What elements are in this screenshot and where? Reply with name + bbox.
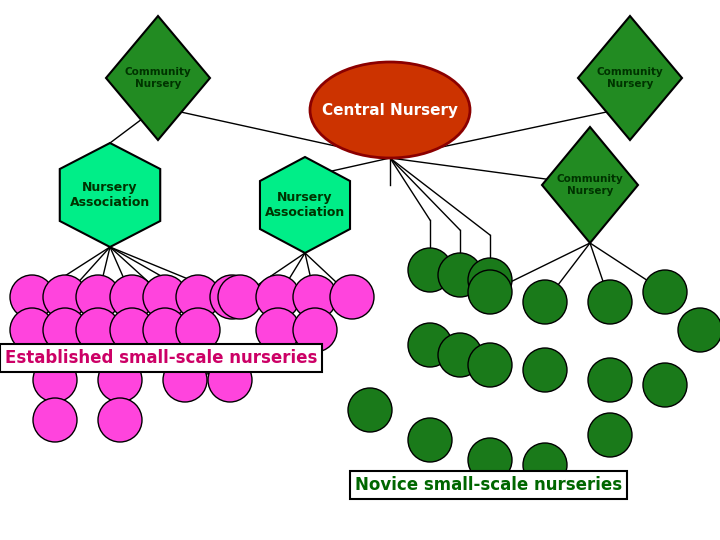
Ellipse shape — [588, 280, 632, 324]
Ellipse shape — [408, 323, 452, 367]
Ellipse shape — [176, 275, 220, 319]
Ellipse shape — [523, 348, 567, 392]
Ellipse shape — [110, 275, 154, 319]
Ellipse shape — [98, 358, 142, 402]
Ellipse shape — [348, 388, 392, 432]
Ellipse shape — [210, 275, 254, 319]
Ellipse shape — [43, 275, 87, 319]
Ellipse shape — [588, 413, 632, 457]
Ellipse shape — [408, 248, 452, 292]
Ellipse shape — [33, 358, 77, 402]
Ellipse shape — [98, 398, 142, 442]
Ellipse shape — [330, 275, 374, 319]
Ellipse shape — [76, 275, 120, 319]
Polygon shape — [60, 143, 161, 247]
Ellipse shape — [208, 358, 252, 402]
Ellipse shape — [310, 62, 470, 158]
Ellipse shape — [643, 363, 687, 407]
Ellipse shape — [293, 308, 337, 352]
Ellipse shape — [10, 275, 54, 319]
Text: Nursery
Association: Nursery Association — [265, 191, 345, 219]
Ellipse shape — [10, 308, 54, 352]
Ellipse shape — [293, 275, 337, 319]
Ellipse shape — [468, 438, 512, 482]
Ellipse shape — [143, 275, 187, 319]
Text: Novice small-scale nurseries: Novice small-scale nurseries — [355, 476, 622, 494]
Ellipse shape — [643, 270, 687, 314]
Ellipse shape — [176, 308, 220, 352]
Polygon shape — [542, 127, 638, 243]
Ellipse shape — [256, 275, 300, 319]
Text: Community
Nursery: Community Nursery — [125, 67, 192, 89]
Polygon shape — [578, 16, 682, 140]
Polygon shape — [260, 157, 350, 253]
Ellipse shape — [468, 343, 512, 387]
Ellipse shape — [523, 443, 567, 487]
Ellipse shape — [438, 333, 482, 377]
Ellipse shape — [143, 308, 187, 352]
Text: Central Nursery: Central Nursery — [322, 103, 458, 118]
Ellipse shape — [588, 358, 632, 402]
Ellipse shape — [678, 308, 720, 352]
Ellipse shape — [110, 308, 154, 352]
Ellipse shape — [76, 308, 120, 352]
Polygon shape — [106, 16, 210, 140]
Ellipse shape — [523, 280, 567, 324]
Text: Nursery
Association: Nursery Association — [70, 181, 150, 209]
Ellipse shape — [468, 270, 512, 314]
Ellipse shape — [163, 358, 207, 402]
Ellipse shape — [438, 253, 482, 297]
Ellipse shape — [408, 418, 452, 462]
Ellipse shape — [43, 308, 87, 352]
Text: Community
Nursery: Community Nursery — [597, 67, 663, 89]
Ellipse shape — [218, 275, 262, 319]
Ellipse shape — [256, 308, 300, 352]
Ellipse shape — [33, 398, 77, 442]
Ellipse shape — [468, 258, 512, 302]
Text: Established small-scale nurseries: Established small-scale nurseries — [5, 349, 318, 367]
Text: Community
Nursery: Community Nursery — [557, 174, 624, 196]
